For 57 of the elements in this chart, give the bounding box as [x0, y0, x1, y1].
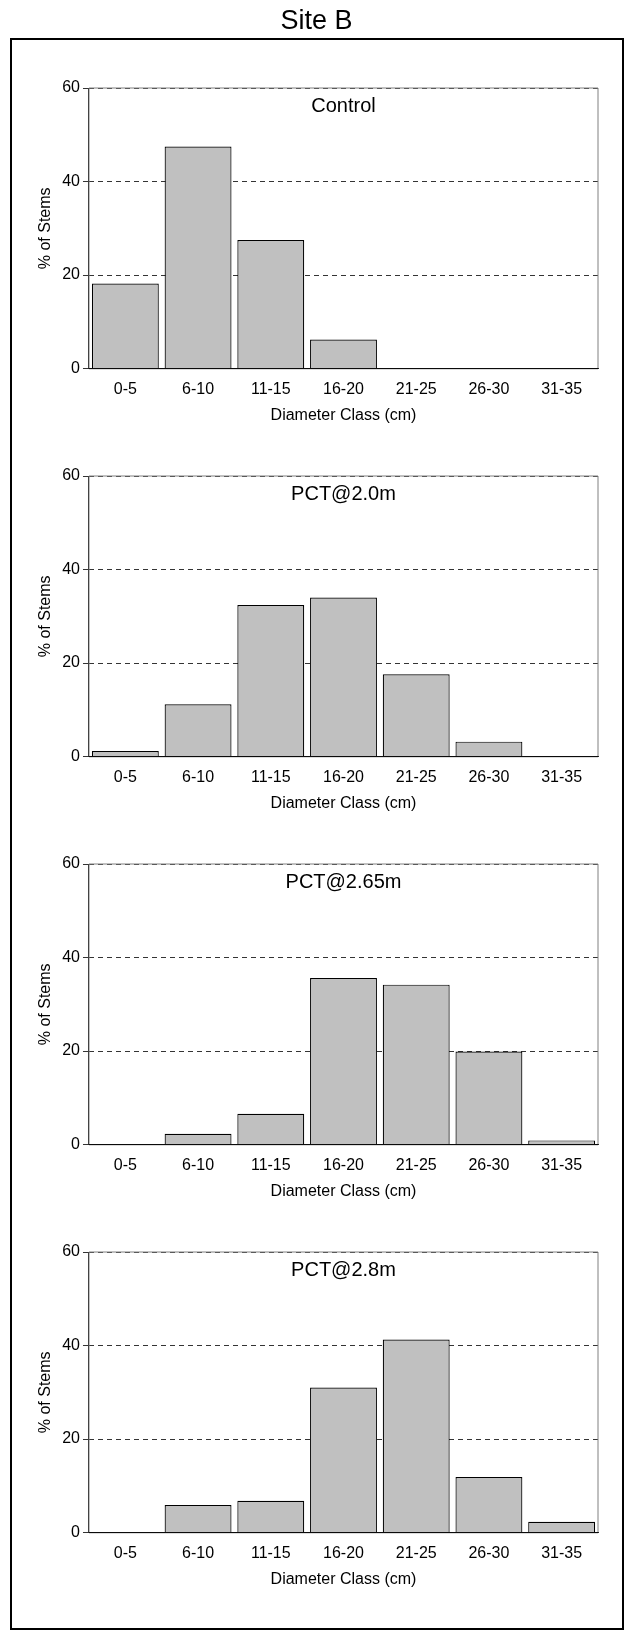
x-tick-label: 16-20 [323, 767, 365, 785]
x-tick-label: 26-30 [468, 1543, 510, 1561]
x-tick-label: 11-15 [250, 1155, 291, 1173]
x-tick-label: 11-15 [250, 767, 291, 785]
x-tick-label: 26-30 [468, 767, 510, 785]
x-tick-label: 21-25 [395, 767, 437, 785]
chart-title: PCT@2.0m [291, 481, 396, 504]
y-tick-label: 20 [62, 1429, 81, 1447]
y-tick-label: 40 [62, 559, 81, 577]
chart-title: PCT@2.65m [285, 869, 402, 892]
x-tick-label: 6-10 [182, 379, 215, 397]
y-tick-label: 20 [62, 1041, 81, 1059]
x-axis-title: Diameter Class (cm) [270, 1181, 417, 1199]
y-tick-label: 0 [71, 747, 81, 765]
x-tick-label: 6-10 [182, 1543, 215, 1561]
x-tick-label: 26-30 [468, 1155, 510, 1173]
x-tick-label: 0-5 [113, 1543, 138, 1561]
x-tick-label: 26-30 [468, 379, 510, 397]
y-tick-label: 60 [62, 854, 81, 872]
y-tick-label: 20 [62, 265, 81, 283]
x-tick-label: 11-15 [250, 379, 291, 397]
y-axis-title: % of Stems [36, 575, 54, 658]
chart-title: PCT@2.8m [291, 1257, 396, 1280]
y-tick-label: 60 [62, 1242, 81, 1260]
x-tick-label: 31-35 [541, 379, 583, 397]
x-tick-label: 0-5 [113, 767, 138, 785]
y-tick-label: 40 [62, 171, 81, 189]
y-tick-label: 0 [71, 1523, 81, 1541]
y-tick-label: 0 [71, 359, 81, 377]
x-tick-label: 11-15 [250, 1543, 291, 1561]
x-tick-label: 31-35 [541, 1543, 583, 1561]
y-axis-title: % of Stems [36, 1351, 54, 1434]
y-tick-label: 20 [62, 653, 81, 671]
y-tick-label: 40 [62, 947, 81, 965]
y-axis-title: % of Stems [36, 187, 54, 270]
y-tick-label: 0 [71, 1135, 81, 1153]
x-axis-title: Diameter Class (cm) [270, 793, 417, 811]
x-tick-label: 31-35 [541, 1155, 583, 1173]
x-tick-label: 21-25 [395, 1543, 437, 1561]
y-axis-title: % of Stems [36, 963, 54, 1046]
text: Site B [279, 4, 354, 37]
y-tick-label: 60 [62, 466, 81, 484]
x-tick-label: 6-10 [182, 767, 215, 785]
y-tick-label: 60 [62, 78, 81, 96]
x-tick-label: 31-35 [541, 767, 583, 785]
x-tick-label: 21-25 [395, 379, 437, 397]
x-tick-label: 16-20 [323, 379, 365, 397]
x-tick-label: 16-20 [323, 1543, 365, 1561]
x-tick-label: 6-10 [182, 1155, 215, 1173]
x-tick-label: 0-5 [113, 1155, 138, 1173]
x-axis-title: Diameter Class (cm) [270, 405, 417, 423]
chart-title: Control [311, 93, 376, 116]
x-axis-title: Diameter Class (cm) [270, 1569, 417, 1587]
x-tick-label: 16-20 [323, 1155, 365, 1173]
x-tick-label: 0-5 [113, 379, 138, 397]
x-tick-label: 21-25 [395, 1155, 437, 1173]
y-tick-label: 40 [62, 1335, 81, 1353]
